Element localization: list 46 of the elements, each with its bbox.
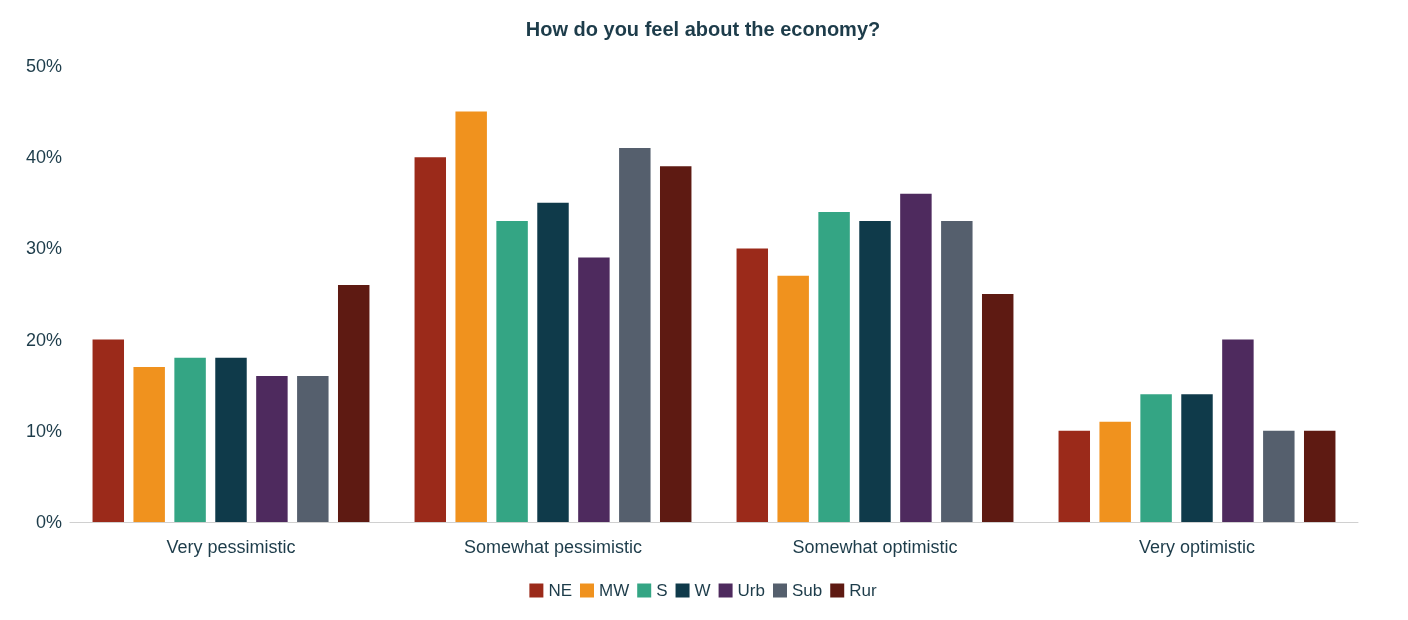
x-tick-label: Very optimistic <box>1138 537 1256 557</box>
bar <box>537 202 569 522</box>
bar <box>859 221 891 522</box>
y-tick-label: 40% <box>25 147 62 168</box>
bar <box>818 211 850 522</box>
bar <box>941 221 973 522</box>
bar <box>1303 430 1336 522</box>
bar <box>92 339 125 522</box>
legend-label: S <box>656 581 668 600</box>
legend-label: Rur <box>849 581 877 600</box>
bar <box>736 248 769 522</box>
bar <box>496 221 528 522</box>
bar <box>215 357 247 522</box>
bar <box>900 193 932 522</box>
bar <box>777 275 809 522</box>
y-tick-label: 0% <box>35 512 62 532</box>
legend-label: MW <box>599 581 630 600</box>
bar <box>1222 339 1254 522</box>
bar <box>414 157 447 522</box>
bar <box>337 284 370 522</box>
bar <box>133 366 165 522</box>
y-tick-label: 20% <box>25 329 62 350</box>
y-tick-label: 50% <box>25 56 62 76</box>
bar <box>578 257 610 522</box>
x-tick-label: Somewhat pessimistic <box>463 537 643 557</box>
bar <box>256 376 288 522</box>
legend-label: Sub <box>791 581 823 600</box>
y-tick-label: 30% <box>25 238 62 259</box>
bar <box>981 294 1014 522</box>
bar <box>455 111 487 522</box>
bar <box>619 148 651 522</box>
y-tick-label: 10% <box>25 420 62 441</box>
bar <box>659 166 692 522</box>
legend-label: NE <box>548 581 573 600</box>
bar <box>1058 430 1091 522</box>
x-tick-label: Very pessimistic <box>166 537 296 557</box>
legend-label: Urb <box>737 581 765 600</box>
bar <box>1140 394 1172 522</box>
legend-label: W <box>694 581 711 600</box>
x-tick-label: Somewhat optimistic <box>792 537 958 557</box>
bar <box>1263 430 1295 522</box>
bar <box>174 357 206 522</box>
bar <box>297 376 329 522</box>
bar <box>1099 421 1131 522</box>
chart-title: How do you feel about the economy? <box>525 18 881 40</box>
bar <box>1181 394 1213 522</box>
